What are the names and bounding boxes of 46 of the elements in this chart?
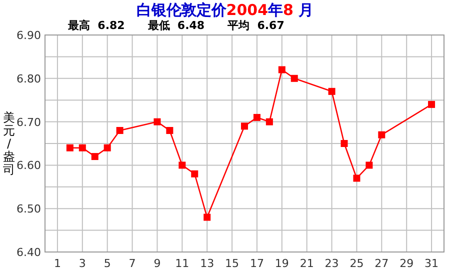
point [66, 144, 74, 152]
x-tick-label: 17 [250, 257, 264, 270]
point [253, 114, 260, 121]
y-tick-label: 6.90 [16, 29, 41, 42]
point [353, 174, 360, 182]
point [290, 74, 298, 82]
y-tick-label: 6.70 [16, 116, 41, 129]
point [178, 162, 186, 169]
point [278, 66, 286, 74]
x-tick-label: 23 [324, 257, 339, 270]
chart-title: 白银伦敦定价2004年8 月 [136, 1, 314, 19]
point [266, 118, 273, 126]
x-tick-label: 25 [350, 257, 364, 270]
x-tick-label: 5 [104, 257, 111, 270]
point [340, 140, 348, 147]
x-tick-label: 27 [374, 257, 389, 270]
point [154, 118, 161, 126]
x-tick-label: 11 [175, 257, 190, 270]
y-tick-label: 6.40 [16, 246, 41, 259]
x-tick-label: 21 [300, 257, 314, 270]
x-tick-label: 31 [424, 257, 439, 270]
x-tick-label: 13 [200, 257, 214, 270]
y-tick-label: 6.80 [16, 72, 41, 86]
y-axis-title: 美元/盎司 [3, 110, 15, 176]
y-tick-label: 6.50 [16, 202, 41, 216]
point [78, 144, 86, 152]
x-tick-label: 7 [128, 257, 136, 270]
point [366, 162, 373, 169]
y-tick-label: 6.60 [16, 159, 41, 172]
point [428, 100, 436, 108]
point [91, 153, 98, 160]
point [116, 126, 124, 134]
chart-subtitle: 最高 6.82 最低 6.48 平均 6.67 [67, 19, 284, 32]
point [328, 88, 336, 95]
point [104, 144, 111, 152]
x-tick-label: 9 [154, 257, 161, 270]
point [191, 170, 198, 178]
x-tick-label: 1 [54, 257, 61, 270]
point [204, 214, 211, 221]
x-tick-label: 3 [78, 257, 86, 270]
point [378, 131, 386, 138]
x-tick-label: 19 [274, 257, 289, 270]
point [241, 122, 248, 130]
x-tick-label: 15 [225, 257, 240, 270]
point [166, 126, 174, 134]
x-tick-label: 29 [400, 257, 414, 270]
